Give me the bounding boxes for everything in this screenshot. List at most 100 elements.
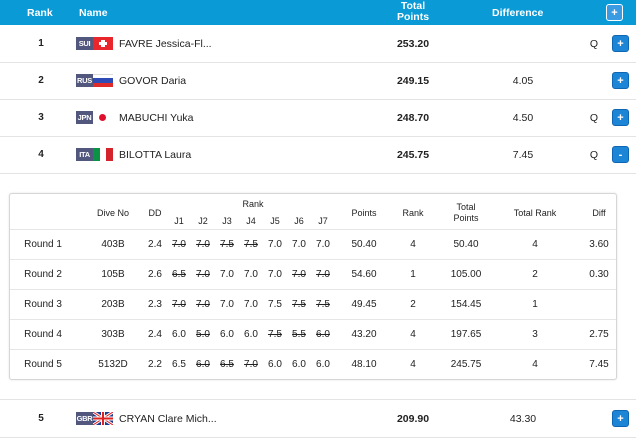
round-label: Round 3 [24,299,62,310]
judge-score: 7.0 [316,269,330,280]
judge-score: 5.0 [196,329,210,340]
judge-score: 7.0 [172,299,186,310]
athlete-name[interactable]: FAVRE Jessica-Fl... [119,37,212,50]
judge-score: 7.5 [244,239,258,250]
dive-rank: 4 [410,359,416,370]
judge-score: 7.0 [172,239,186,250]
country-code: SUI [76,37,93,50]
judge-score: 6.0 [244,329,258,340]
athlete-row[interactable]: 3 JPN MABUCHI Yuka 248.70 4.50 Q + [0,99,636,137]
judge-score: 6.5 [172,269,186,280]
country-code: JPN [76,111,93,124]
dive-points: 50.40 [351,239,377,250]
athlete-points: 253.20 [396,37,430,50]
expand-row-button[interactable]: + [612,72,629,89]
judge-score: 7.0 [196,299,210,310]
col-judge: J6 [294,216,304,226]
total-points: 245.75 [450,359,482,370]
diff-value: 2.75 [589,329,609,340]
athlete-row[interactable]: 5 GBR CRYAN Clare Mich... 209.90 43.30 + [0,399,636,438]
round-label: Round 4 [24,329,62,340]
total-points: 50.40 [453,239,479,250]
judge-score: 7.0 [244,299,258,310]
united-kingdom-flag-icon [93,412,113,425]
results-header: Rank Name Total Points Difference + [0,0,636,25]
dive-round-row: Round 2 105B 2.6 54.60 1 105.00 2 0.30 6.5 7.0 7.0… [10,259,616,290]
dive-points: 48.10 [351,359,377,370]
judge-score: 6.0 [316,329,330,340]
header-name: Name [79,6,108,19]
judge-score: 7.0 [268,239,282,250]
judge-score: 5.5 [292,329,306,340]
collapse-row-button[interactable]: - [612,146,629,163]
expand-row-button[interactable]: + [612,109,629,126]
judge-score: 7.0 [220,269,234,280]
judge-score: 7.0 [220,299,234,310]
total-rank: 2 [532,269,538,280]
athlete-rank: 3 [38,112,44,123]
athlete-rank: 4 [38,149,44,160]
athlete-rank: 5 [38,413,44,424]
athlete-row[interactable]: 1 SUI FAVRE Jessica-Fl... 253.20 Q + [0,25,636,63]
athlete-rank: 2 [38,75,44,86]
total-rank: 3 [532,329,538,340]
qualification-badge [589,400,599,437]
dive-details-panel: Dive No DD Rank J1 J2 J3 J4 J5 J6 J7 Poi… [9,193,617,380]
col-rank: Rank [402,208,424,218]
judge-score: 7.5 [268,329,282,340]
col-dive-no: Dive No [96,208,129,218]
judge-score: 6.0 [292,359,306,370]
judge-score: 7.5 [316,299,330,310]
judge-score: 6.0 [268,359,282,370]
athlete-rank: 1 [38,38,44,49]
diff-value: 7.45 [589,359,609,370]
total-points: 154.45 [450,299,482,310]
header-difference: Difference [492,6,544,19]
athlete-difference: 7.45 [512,148,534,161]
athlete-points: 209.90 [396,412,430,425]
country-code: RUS [76,74,93,87]
total-points: 197.65 [450,329,482,340]
col-judge: J5 [270,216,280,226]
athlete-name[interactable]: MABUCHI Yuka [119,111,194,124]
dive-round-row: Round 5 5132D 2.2 48.10 4 245.75 4 7.45 6.5 6.0 6.… [10,349,616,380]
dive-number: 105B [101,269,125,280]
country-code: ITA [76,148,93,161]
dive-rank: 2 [410,299,416,310]
expand-row-button[interactable]: + [612,35,629,52]
athlete-name[interactable]: CRYAN Clare Mich... [119,412,217,425]
diff-value: 3.60 [589,239,609,250]
judge-score: 6.0 [196,359,210,370]
athlete-row[interactable]: 2 RUS GOVOR Daria 249.15 4.05 + [0,62,636,100]
judge-score: 6.0 [316,359,330,370]
header-rank: Rank [27,6,53,19]
round-label: Round 5 [24,359,62,370]
dive-round-row: Round 1 403B 2.4 50.40 4 50.40 4 3.60 7.0 7.0 7.5 7… [10,229,616,260]
country-ita: ITA [76,136,113,173]
round-label: Round 1 [24,239,62,250]
country-code: GBR [76,412,93,425]
judge-score: 7.0 [244,269,258,280]
diff-value: 0.30 [589,269,609,280]
expand-row-button[interactable]: + [612,410,629,427]
judge-score: 7.5 [220,239,234,250]
expand-all-button[interactable]: + [606,4,623,21]
round-label: Round 2 [24,269,62,280]
dive-points: 43.20 [351,329,377,340]
degree-of-difficulty: 2.6 [148,269,162,280]
judge-score: 6.0 [172,329,186,340]
col-total-rank: Total Rank [513,208,557,218]
russia-flag-icon [93,74,113,87]
athlete-name[interactable]: BILOTTA Laura [119,148,192,161]
judge-score: 7.0 [244,359,258,370]
col-rank-group: Rank [242,199,264,209]
athlete-name[interactable]: GOVOR Daria [119,74,187,87]
athlete-points: 248.70 [396,111,430,124]
judge-score: 7.5 [292,299,306,310]
dive-rank: 1 [410,269,416,280]
athlete-row[interactable]: 4 ITA BILOTTA Laura 245.75 7.45 Q - [0,136,636,174]
country-rus: RUS [76,62,113,99]
total-rank: 4 [532,359,538,370]
country-sui: SUI [76,25,113,62]
athlete-points: 245.75 [396,148,430,161]
